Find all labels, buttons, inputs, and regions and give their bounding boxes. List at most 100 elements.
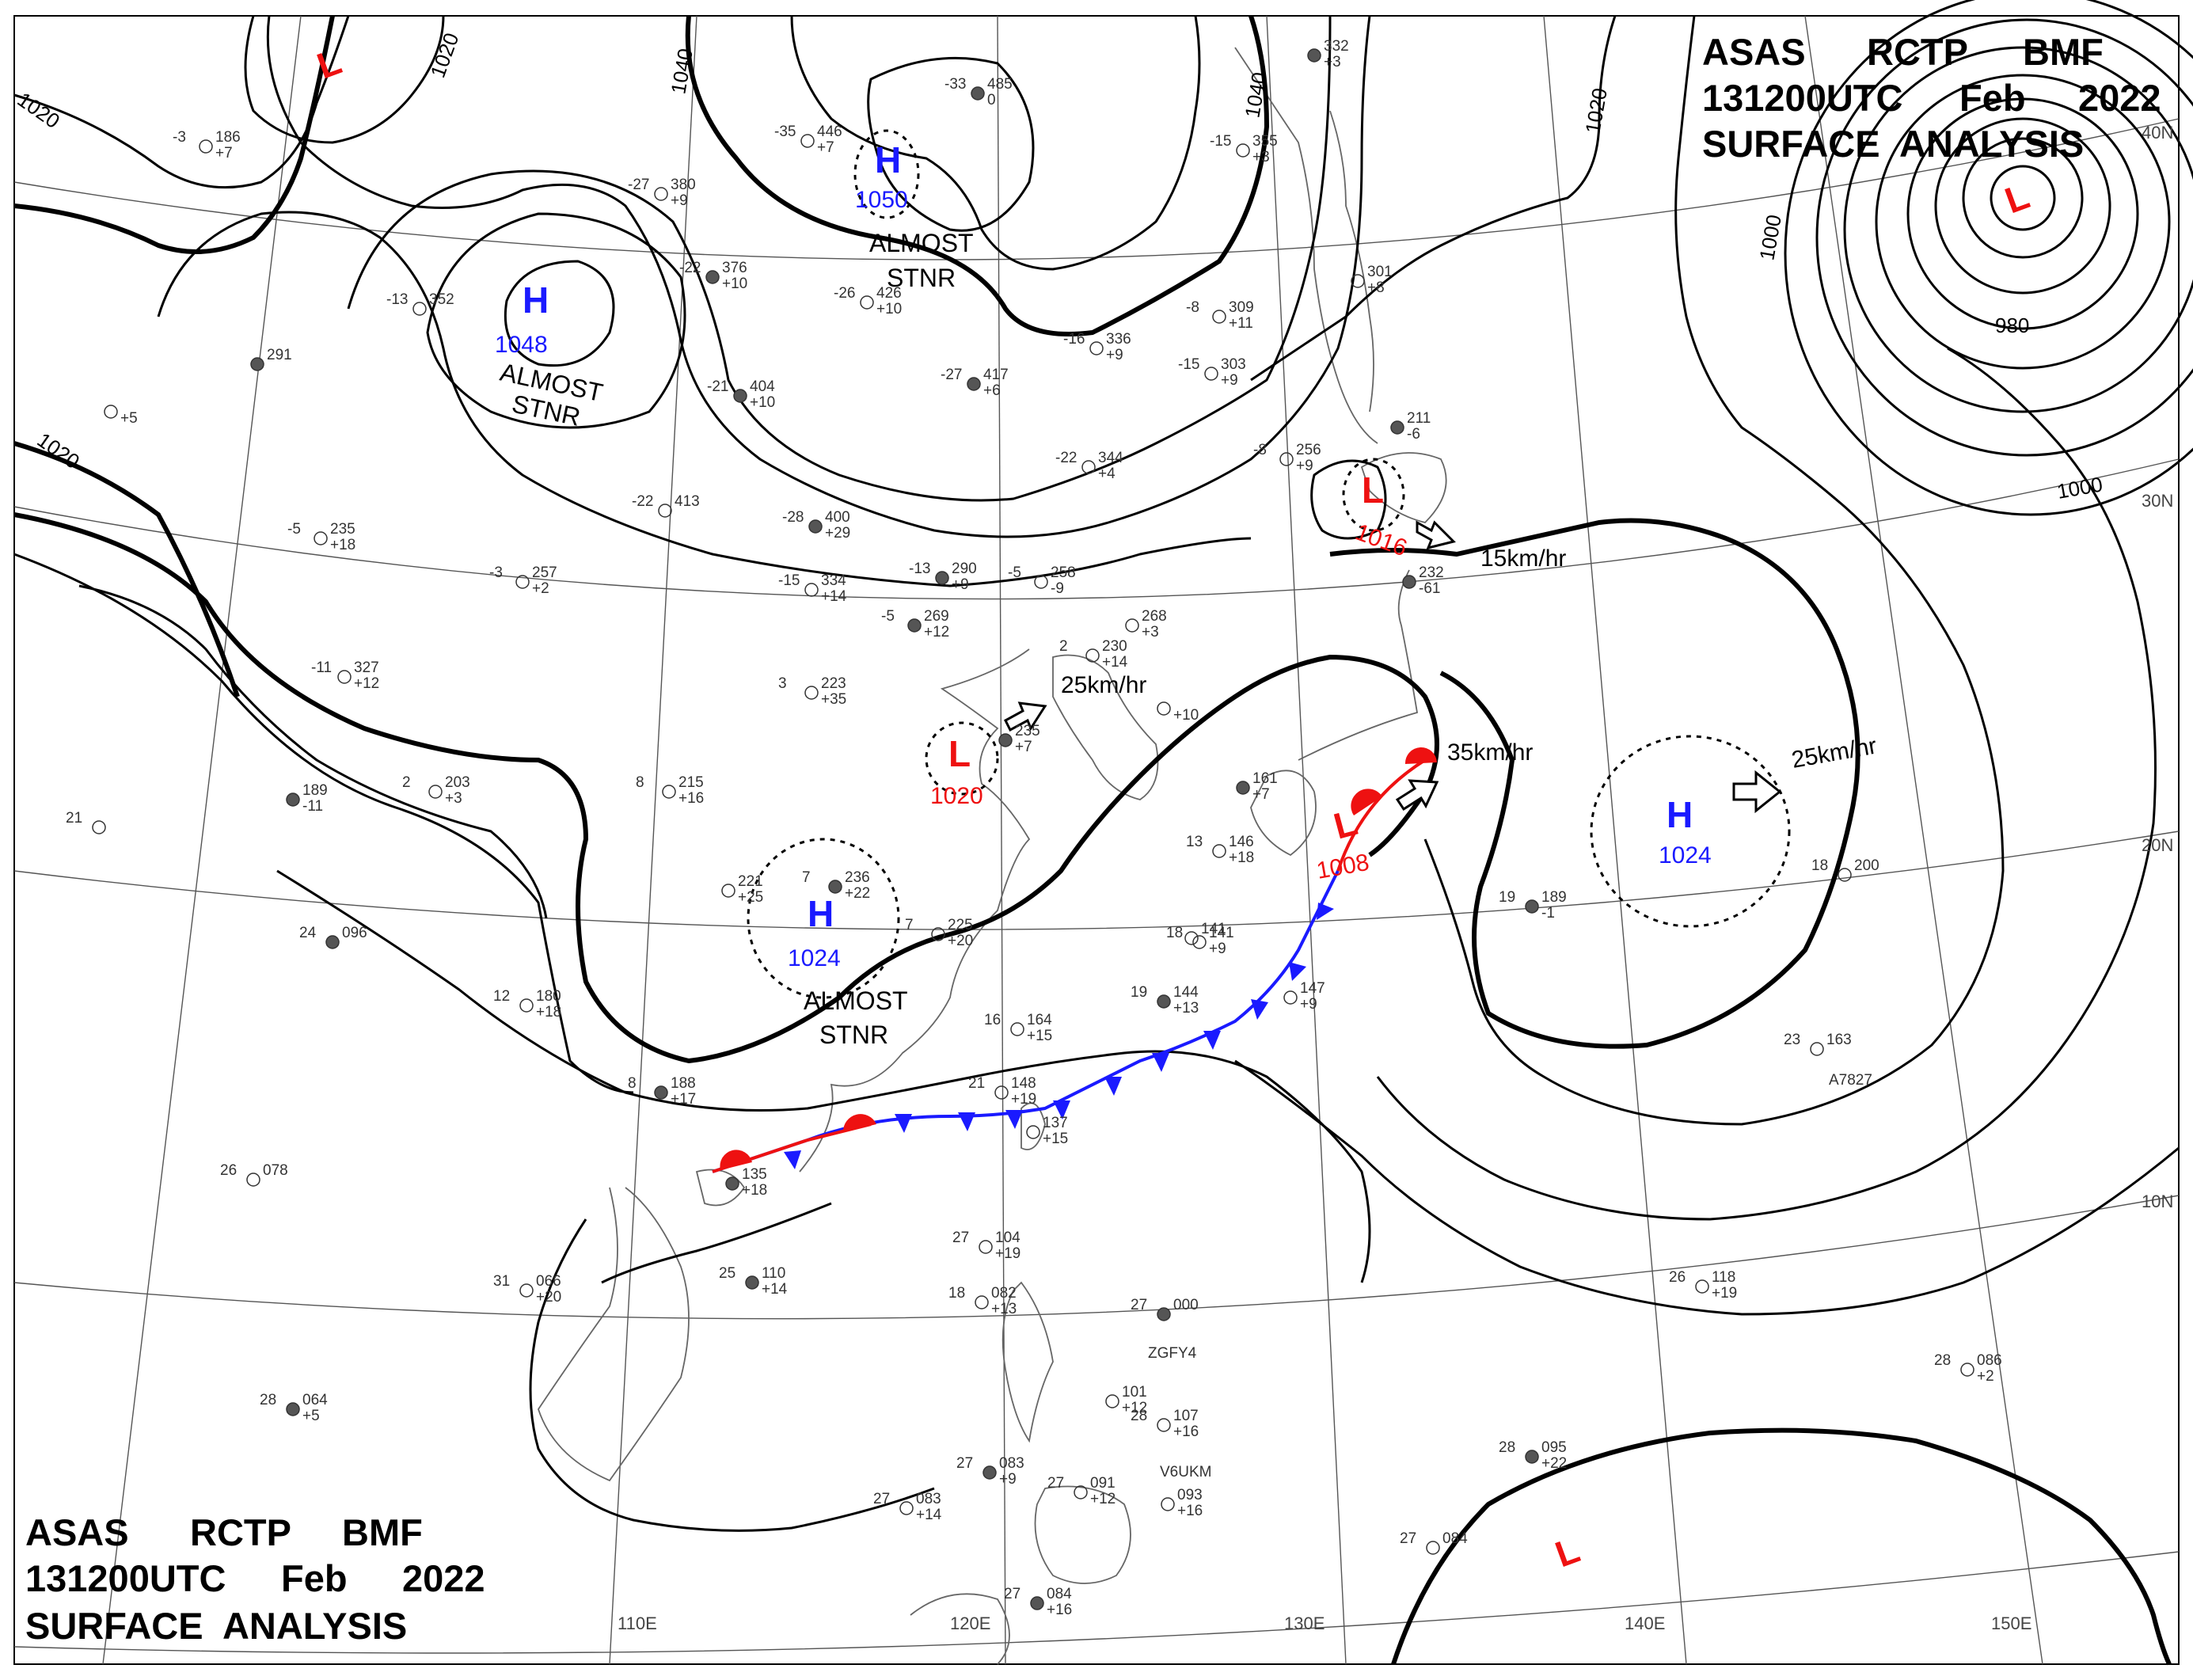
isobar-left-inner xyxy=(78,584,548,919)
station-circle-icon xyxy=(1085,648,1100,663)
movement-speed-label: 35km/hr xyxy=(1447,739,1533,766)
station-circle-icon xyxy=(1074,1485,1088,1499)
ship-callsign: V6UKM xyxy=(1160,1464,1211,1480)
station-tendency: +9 xyxy=(952,576,969,593)
isobar-ring xyxy=(1906,97,2139,330)
high-center-value: 1050 xyxy=(855,187,908,213)
station-tendency: +10 xyxy=(722,276,747,292)
station-tendency: +25 xyxy=(738,889,763,906)
station-tendency: +7 xyxy=(215,145,233,162)
station-pressure: 095 xyxy=(1541,1439,1567,1456)
station-pressure: 147 xyxy=(1300,980,1325,997)
station-tendency: +18 xyxy=(536,1004,561,1021)
station-pressure: 083 xyxy=(916,1491,941,1507)
station-pressure: 235 xyxy=(330,521,355,538)
header-line2-word: Feb xyxy=(281,1557,348,1599)
station-tendency: +3 xyxy=(1142,624,1159,640)
station-plot: -11 327+12 xyxy=(311,659,379,692)
station-tendency: +3 xyxy=(1252,149,1270,165)
station-plot: 13 146+18 xyxy=(1186,834,1254,866)
station-plot: 211-6 xyxy=(1390,410,1431,443)
station-circle-icon xyxy=(721,884,735,898)
station-tendency: +12 xyxy=(924,624,949,640)
stationary-note: STNR xyxy=(887,264,956,292)
station-plot: 25 110+14 xyxy=(719,1265,788,1298)
station-pressure: 107 xyxy=(1173,1408,1199,1424)
station-circle-icon xyxy=(860,295,874,310)
station-pressure: 232 xyxy=(1419,564,1444,581)
station-circle-icon xyxy=(1838,868,1852,882)
station-tendency: +7 xyxy=(1015,739,1032,755)
header-line3: SURFACE ANALYSIS xyxy=(25,1605,407,1647)
station-pressure: 291 xyxy=(267,347,292,363)
station-temperature: -11 xyxy=(311,659,332,676)
arrow-icon xyxy=(1395,779,1439,811)
station-pressure: 376 xyxy=(722,260,747,276)
isobar-1016-southwest xyxy=(13,553,634,1094)
station-tendency: +6 xyxy=(983,382,1001,399)
station-plot: 31 066+20 xyxy=(493,1273,561,1306)
station-temperature: -21 xyxy=(707,378,728,395)
coast-sakhalin xyxy=(1329,110,1374,412)
isobar-ring xyxy=(1784,0,2193,516)
ship-callsigns: A7827 ZGFY4 V6UKM xyxy=(1148,1072,1872,1480)
station-tendency: +3 xyxy=(1324,54,1341,70)
header-line3: SURFACE ANALYSIS xyxy=(1702,123,2084,165)
station-pressure: 211 xyxy=(1407,410,1431,427)
station-circle-icon xyxy=(967,377,981,391)
station-circle-icon xyxy=(1157,701,1171,716)
station-plot: 27 104+19 xyxy=(952,1230,1020,1262)
warm-bump xyxy=(720,1150,752,1170)
header-line2-word: 131200UTC xyxy=(25,1557,226,1599)
station-plot: -8 256+9 xyxy=(1253,442,1321,474)
isobar-1032 xyxy=(347,15,1332,502)
station-plot: 221+25 xyxy=(721,873,763,906)
station-tendency: +16 xyxy=(1047,1602,1072,1618)
station-tendency: +19 xyxy=(995,1245,1020,1262)
station-pressure: 258 xyxy=(1051,564,1076,581)
station-temperature: -5 xyxy=(1008,564,1021,581)
station-plot: 18 082+13 xyxy=(948,1285,1017,1317)
station-temperature: -16 xyxy=(1063,331,1085,348)
station-circle-icon xyxy=(1030,1596,1044,1610)
station-circle-icon xyxy=(931,927,945,941)
station-tendency: 0 xyxy=(987,92,996,108)
station-tendency: -61 xyxy=(1419,580,1440,597)
station-circle-icon xyxy=(1161,1497,1175,1511)
ship-callsign: ZGFY4 xyxy=(1148,1345,1197,1362)
station-pressure: 332 xyxy=(1324,38,1349,55)
station-pressure: 336 xyxy=(1106,331,1131,348)
isobar-1016-low xyxy=(1310,459,1387,540)
station-circle-icon xyxy=(1105,1394,1119,1408)
station-circle-icon xyxy=(975,1295,989,1309)
station-circle-icon xyxy=(286,792,300,807)
station-circle-icon xyxy=(1236,143,1250,158)
station-plot: 27 083+9 xyxy=(956,1455,1024,1488)
station-plot: 147+9 xyxy=(1283,980,1325,1013)
station-circle-icon xyxy=(325,935,340,949)
station-pressure: 215 xyxy=(678,774,704,791)
isobar-1012-east xyxy=(1250,15,1617,382)
station-pressure: 078 xyxy=(263,1162,288,1179)
station-plot: 7 236+22 xyxy=(802,869,870,902)
station-temperature: 21 xyxy=(66,810,82,827)
station-pressure: 144 xyxy=(1173,984,1199,1001)
station-temperature: -3 xyxy=(173,129,186,146)
isobar-1020-southeast xyxy=(1391,1427,2172,1666)
station-plot: 19 189-1 xyxy=(1499,889,1567,922)
header-line2-word: 131200UTC xyxy=(1702,77,1902,119)
station-plot: 093+16 xyxy=(1161,1487,1203,1519)
dashed-circle-l1016 xyxy=(1342,458,1405,532)
station-pressure: 189 xyxy=(1541,889,1567,906)
station-temperature: -13 xyxy=(909,561,930,577)
station-pressure: 096 xyxy=(342,925,367,941)
station-pressure: 225 xyxy=(948,917,973,933)
station-plot: 24 096 xyxy=(299,925,367,949)
station-tendency: +9 xyxy=(1296,458,1313,474)
station-plot: 27 091+12 xyxy=(1047,1475,1116,1507)
lon-label: 140E xyxy=(1625,1613,1665,1633)
station-tendency: +13 xyxy=(1173,1000,1199,1017)
station-tendency: +9 xyxy=(1221,372,1238,389)
station-circle-icon xyxy=(808,519,823,534)
movement-speed-label: 25km/hr xyxy=(1061,672,1146,698)
